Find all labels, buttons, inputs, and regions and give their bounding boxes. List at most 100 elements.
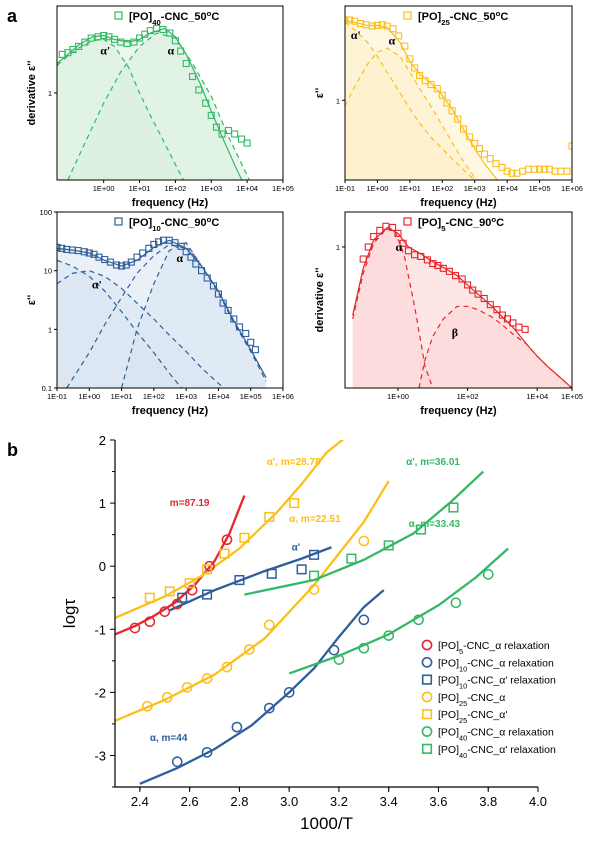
data-point	[192, 260, 200, 268]
data-point-circle	[141, 700, 153, 712]
fit-area-alpha	[345, 48, 508, 180]
data-point	[480, 294, 488, 303]
x-axis-label: frequency (Hz)	[420, 405, 497, 417]
data-point-circle	[186, 584, 198, 596]
fit-curve	[139, 589, 385, 785]
data-point-circle	[383, 630, 395, 641]
legend-label: [PO]5-CNC_α relaxation	[438, 640, 550, 656]
y-axis-label: derivative ε''	[26, 60, 38, 125]
data-point-square	[239, 532, 250, 543]
fit-line-alpha	[352, 226, 434, 388]
data-point	[454, 115, 462, 123]
data-point	[75, 42, 83, 50]
data-point	[469, 286, 477, 294]
data-point	[451, 272, 460, 280]
legend-marker-circle	[421, 691, 433, 703]
data-point	[118, 262, 126, 270]
y-tick-label: -2	[94, 685, 106, 700]
data-point	[207, 111, 215, 119]
data-point	[368, 22, 376, 30]
data-point-circle	[181, 681, 193, 693]
legend-marker-circle	[421, 639, 433, 651]
y-tick-label: 2	[99, 433, 106, 448]
spectrum-panel-a3: 1E-01 1E+00 1E+01 1E+02 1E+03 1E+04 1E+05 1E+06…	[26, 208, 294, 417]
data-point	[188, 72, 197, 81]
data-point	[492, 160, 500, 168]
annotation: α', m=36.01	[406, 457, 460, 468]
data-point	[81, 38, 89, 46]
x-axis-label: frequency (Hz)	[420, 197, 497, 209]
data-point-square	[219, 548, 230, 559]
y-tick-label: 1	[336, 96, 340, 105]
data-point	[87, 34, 95, 42]
x-axis-label: frequency (Hz)	[132, 405, 209, 417]
data-point	[230, 315, 238, 323]
data-point	[133, 253, 141, 261]
x-tick-label: 3.0	[280, 794, 298, 809]
data-point	[399, 239, 407, 247]
data-point-circle	[358, 614, 370, 626]
data-point	[551, 167, 559, 175]
data-point	[171, 37, 179, 45]
data-point-circle	[201, 673, 213, 684]
fit-line-alpha	[120, 241, 267, 388]
annotation: α'	[292, 542, 301, 553]
fit-line-total	[57, 27, 243, 180]
peak-label: α	[167, 43, 174, 57]
data-point	[475, 144, 484, 153]
x-tick-label: 1E-01	[47, 392, 67, 401]
annotation: α', m=28.78	[267, 457, 321, 468]
fit-curve	[288, 547, 509, 675]
legend-marker	[114, 217, 123, 226]
data-point	[563, 167, 571, 175]
data-point-square	[144, 592, 155, 603]
data-point	[195, 86, 203, 94]
fit-curve	[244, 470, 485, 596]
data-point	[394, 229, 402, 237]
x-tick-label: 1E+00	[387, 392, 409, 401]
data-point-circle	[263, 702, 275, 714]
data-point	[389, 25, 397, 33]
y-tick-label: 10	[44, 267, 52, 276]
data-point	[238, 135, 246, 143]
data-point	[159, 25, 167, 34]
data-point	[493, 306, 501, 314]
legend-marker	[403, 11, 412, 20]
fit-curve	[115, 495, 246, 636]
x-tick-label: 1E+02	[431, 184, 453, 193]
data-point-circle	[244, 644, 255, 655]
data-point	[197, 267, 206, 275]
peak-label: α	[176, 251, 183, 265]
x-tick-label: 1E+03	[175, 392, 197, 401]
arrhenius-panel: 2.4 2.6 2.8 3.0 3.2 3.4 3.6 3.8 4.0 -3 -2 -1 0 1 2 1000…	[60, 433, 547, 833]
data-point-circle	[221, 661, 233, 673]
data-point	[135, 34, 144, 42]
data-point	[219, 299, 227, 307]
fit-area-beta	[418, 306, 572, 388]
x-tick-label: 1E+00	[93, 184, 115, 193]
panel-label-a: a	[7, 6, 18, 26]
fit-area-alpha	[67, 33, 283, 180]
spectrum-panel-a1: 1E+00 1E+01 1E+02 1E+03 1E+04 1E+05 1 frequency…	[26, 5, 294, 209]
data-point	[247, 338, 255, 346]
fit-line-alpha_2	[66, 243, 202, 388]
x-tick-label: 1E+02	[143, 392, 165, 401]
legend-marker-square	[421, 709, 433, 720]
legend-marker-square	[421, 674, 433, 685]
legend-marker-circle	[421, 726, 433, 737]
x-axis-label: frequency (Hz)	[132, 197, 209, 209]
plot-frame	[344, 211, 573, 389]
legend-label: [PO]10-CNC_α relaxation	[438, 657, 554, 673]
data-point-circle	[221, 534, 233, 546]
data-point	[359, 255, 367, 263]
data-point	[203, 274, 211, 282]
data-point	[378, 21, 386, 29]
legend-label: [PO]40-CNC_α relaxation	[438, 727, 554, 743]
annotation: α, m=44	[150, 733, 188, 744]
legend-label: [PO]40-CNC_α' relaxation	[438, 744, 556, 760]
data-point-circle	[171, 756, 183, 768]
data-point-circle	[358, 642, 370, 654]
data-point	[80, 248, 88, 256]
data-point	[145, 244, 153, 252]
